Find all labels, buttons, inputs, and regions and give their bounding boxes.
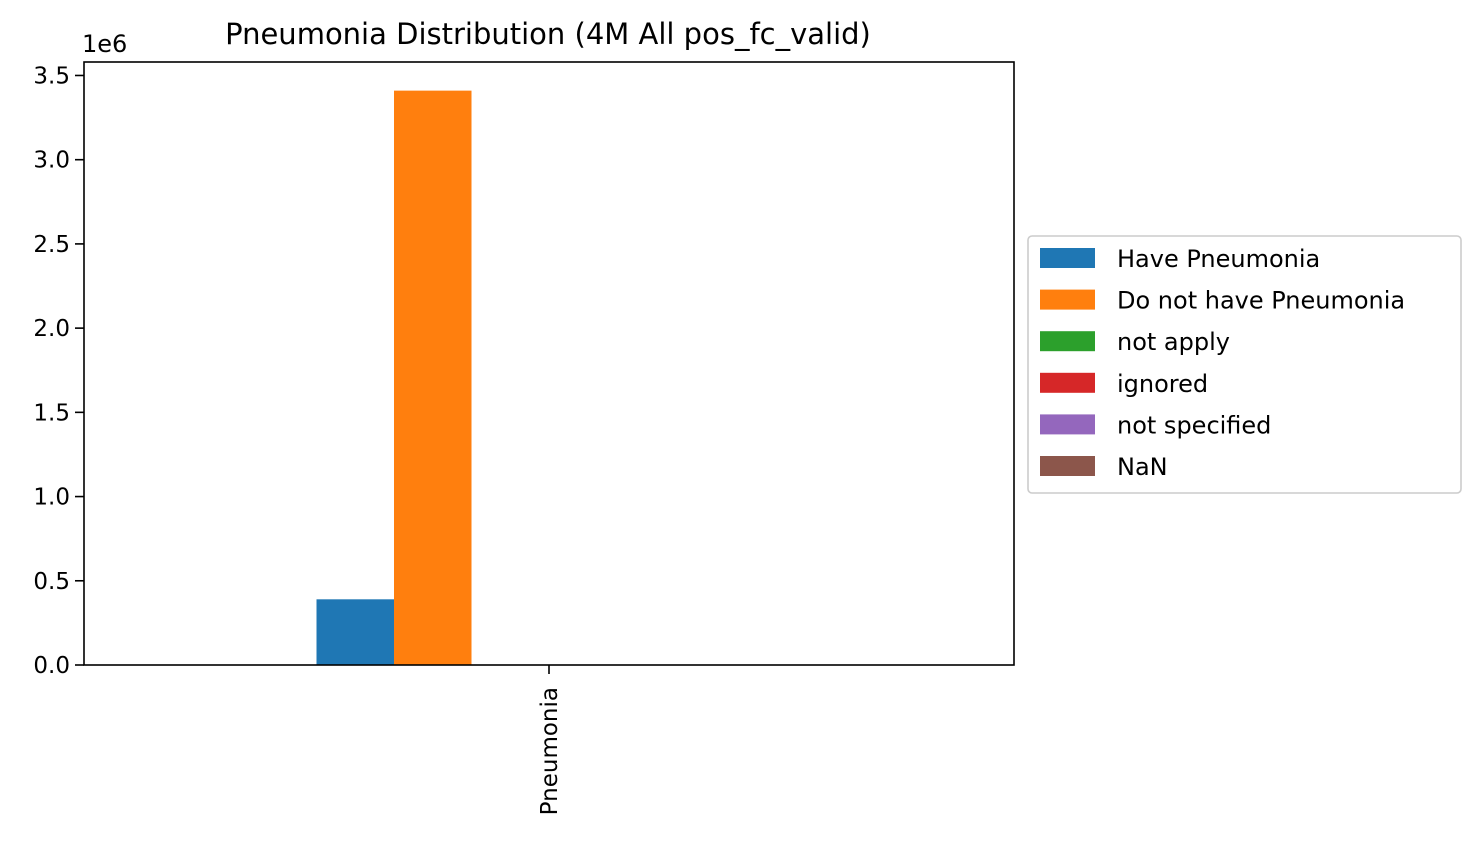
bars	[316, 90, 472, 665]
legend-label: Have Pneumonia	[1117, 245, 1320, 273]
y-tick-label: 3.5	[33, 63, 70, 89]
y-tick-label: 3.0	[33, 148, 70, 174]
y-tick-label: 1.0	[33, 485, 70, 511]
bar-have-pneumonia	[316, 599, 394, 665]
plot-frame	[83, 61, 1015, 666]
legend-swatch	[1040, 331, 1095, 352]
bar-do-not-have-pneumonia	[394, 90, 472, 665]
chart-title: Pneumonia Distribution (4M All pos_fc_va…	[225, 17, 871, 51]
legend-swatch	[1040, 289, 1095, 310]
y-tick-label: 0.5	[33, 569, 70, 595]
legend-label: not specified	[1117, 411, 1271, 439]
legend-box	[1027, 235, 1462, 494]
legend: Have Pneumonia Do not have Pneumonia not a…	[1027, 235, 1462, 494]
x-axis: Pneumonia	[537, 665, 563, 815]
y-tick-label: 1.5	[33, 400, 70, 426]
y-tick-label: 2.5	[33, 232, 70, 258]
x-tick-label: Pneumonia	[537, 687, 563, 815]
y-tick-label: 0.0	[33, 653, 70, 679]
legend-label: NaN	[1117, 453, 1168, 481]
legend-swatch	[1040, 414, 1095, 435]
legend-swatch	[1040, 372, 1095, 393]
legend-label: Do not have Pneumonia	[1117, 287, 1405, 315]
legend-label: not apply	[1117, 328, 1230, 356]
legend-swatch	[1040, 248, 1095, 268]
legend-swatch	[1040, 456, 1095, 476]
y-tick-label: 2.0	[33, 316, 70, 342]
legend-label: ignored	[1117, 370, 1208, 398]
y-axis: 0.0 0.5 1.0 1.5 2.0 2.5 3.0 3.5	[33, 63, 84, 679]
y-offset-label: 1e6	[82, 30, 127, 58]
